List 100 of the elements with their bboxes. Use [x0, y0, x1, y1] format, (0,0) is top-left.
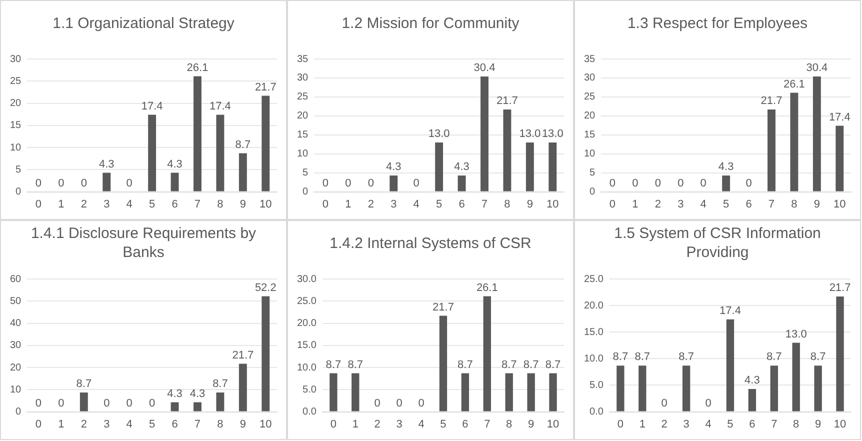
x-tick-label: 8	[793, 418, 800, 430]
x-tick-label: 5	[723, 198, 730, 210]
y-tick-label: 60	[10, 274, 22, 285]
bar	[814, 366, 822, 412]
data-label: 0	[58, 177, 64, 190]
bar	[461, 373, 470, 412]
x-tick-label: 3	[396, 418, 402, 430]
y-tick-label: 25	[297, 92, 309, 103]
y-tick-label: 10	[10, 142, 22, 154]
x-tick-label: 4	[126, 418, 132, 430]
chart-title: 1.4.2 Internal Systems of CSR	[328, 234, 532, 254]
bar	[435, 142, 444, 192]
data-label: 8.7	[501, 358, 517, 371]
bar	[238, 153, 247, 192]
y-tick-label: 20.0	[584, 300, 604, 312]
x-tick-label: 1	[632, 198, 638, 210]
data-label: 8.7	[678, 351, 694, 364]
bar	[390, 175, 398, 192]
y-tick-label: 35	[297, 54, 309, 65]
y-tick-label: 25	[584, 92, 596, 103]
bar	[352, 373, 360, 412]
data-label: 26.1	[476, 282, 498, 294]
data-label: 13.0	[785, 328, 807, 340]
data-label: 8.7	[810, 351, 826, 364]
data-label: 8.7	[523, 358, 539, 371]
data-label: 0	[35, 397, 42, 410]
data-label: 0	[322, 177, 329, 190]
data-label: 4.3	[718, 161, 734, 174]
x-tick-label: 8	[504, 198, 510, 210]
x-tick-label: 9	[526, 198, 533, 210]
x-tick-label: 7	[481, 198, 488, 210]
x-tick-label: 0	[35, 418, 42, 430]
bar	[148, 114, 156, 192]
data-label: 8.7	[634, 351, 650, 364]
x-tick-label: 0	[322, 198, 329, 210]
data-label: 30.4	[474, 62, 496, 74]
data-label: 4.3	[98, 158, 114, 170]
data-label: 8.7	[326, 358, 342, 371]
x-tick-label: 9	[240, 418, 246, 430]
bar	[770, 366, 778, 412]
x-tick-label: 6	[458, 198, 465, 210]
x-tick-label: 3	[104, 198, 110, 210]
bar	[549, 373, 557, 412]
y-tick-label: 5	[590, 168, 596, 179]
data-label: 0	[149, 397, 156, 410]
x-tick-label: 7	[484, 418, 490, 430]
bar	[216, 392, 224, 412]
y-tick-label: 40	[10, 318, 22, 330]
x-tick-label: 10	[546, 198, 559, 210]
y-tick-label: 15.0	[584, 326, 604, 338]
x-tick-label: 0	[330, 418, 337, 430]
data-label: 8.7	[766, 351, 782, 364]
data-label: 8.7	[612, 351, 628, 364]
data-label: 4.3	[190, 388, 206, 400]
x-tick-label: 2	[661, 418, 668, 430]
chart-title: 1.2 Mission for Community	[340, 14, 520, 34]
y-tick-label: 5.0	[302, 384, 317, 396]
data-label: 4.3	[454, 161, 470, 174]
data-label: 21.7	[254, 81, 276, 94]
x-tick-label: 0	[617, 418, 624, 430]
y-tick-label: 10	[10, 384, 22, 396]
bar	[170, 402, 179, 412]
x-tick-label: 7	[768, 198, 775, 210]
x-tick-label: 8	[217, 418, 224, 430]
bar	[216, 114, 224, 192]
y-tick-label: 20	[297, 110, 309, 122]
data-label: 4.3	[744, 374, 760, 386]
x-tick-label: 5	[149, 198, 156, 210]
x-tick-label: 4	[126, 198, 132, 210]
y-tick-label: 5.0	[590, 380, 604, 391]
x-tick-label: 5	[727, 418, 734, 430]
bar	[768, 109, 776, 192]
data-label: 0	[80, 177, 87, 190]
data-label: 21.7	[496, 94, 518, 107]
x-tick-label: 5	[440, 418, 446, 430]
bar	[102, 172, 111, 192]
x-tick-label: 2	[80, 418, 87, 430]
data-label: 21.7	[432, 301, 454, 314]
data-label: 0	[632, 177, 638, 190]
x-tick-label: 3	[104, 418, 110, 430]
x-tick-label: 6	[172, 418, 178, 430]
y-tick-label: 0	[16, 406, 22, 418]
x-tick-label: 8	[791, 198, 798, 210]
x-tick-label: 2	[80, 198, 87, 210]
y-tick-label: 0.0	[302, 406, 317, 418]
y-tick-label: 20	[10, 98, 22, 110]
chart-title: 1.4.1 Disclosure Requirements by Banks	[30, 224, 258, 263]
data-label: 0	[126, 177, 132, 190]
y-tick-label: 10.0	[296, 362, 317, 374]
data-label: 0	[368, 177, 374, 190]
data-label: 13.0	[519, 128, 541, 140]
bar	[480, 76, 488, 192]
data-label: 0	[345, 177, 352, 190]
bar	[748, 388, 756, 412]
y-tick-label: 15	[584, 130, 596, 141]
data-label: 8.7	[235, 138, 251, 151]
x-tick-label: 7	[771, 418, 778, 430]
bar	[262, 96, 270, 192]
bar	[682, 366, 690, 412]
x-tick-label: 4	[700, 198, 706, 210]
